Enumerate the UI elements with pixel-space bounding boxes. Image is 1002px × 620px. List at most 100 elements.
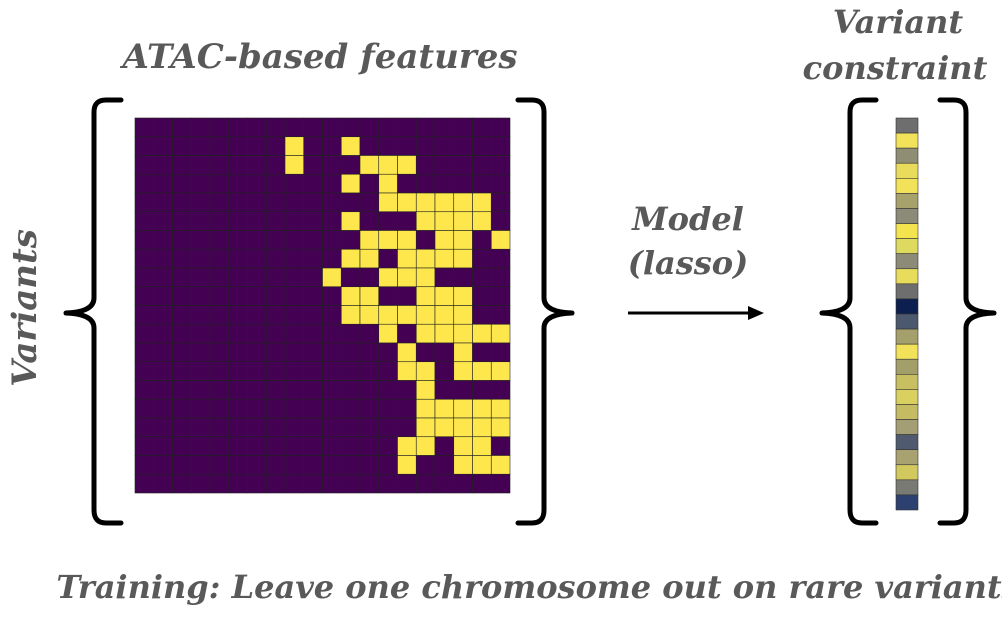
matrix-cell bbox=[153, 155, 173, 175]
matrix-cell bbox=[434, 455, 455, 475]
matrix-cell bbox=[284, 380, 305, 400]
matrix-cell bbox=[190, 417, 211, 438]
matrix-cell bbox=[190, 473, 211, 494]
matrix-cell bbox=[134, 248, 155, 269]
matrix-cell bbox=[472, 323, 492, 344]
matrix-cell bbox=[134, 342, 155, 363]
matrix-cell bbox=[190, 380, 211, 400]
matrix-cell bbox=[340, 473, 361, 494]
matrix-cell bbox=[378, 473, 398, 494]
matrix-cell bbox=[265, 155, 286, 175]
matrix-cell bbox=[378, 230, 398, 250]
matrix-cell bbox=[340, 323, 361, 344]
matrix-cell bbox=[378, 361, 398, 381]
constraint-cell bbox=[895, 449, 919, 466]
matrix-cell bbox=[397, 417, 417, 438]
matrix-cell bbox=[284, 455, 305, 475]
constraint-cell bbox=[895, 208, 919, 224]
matrix-cell bbox=[209, 361, 230, 381]
matrix-cell bbox=[490, 323, 511, 344]
matrix-cell bbox=[247, 436, 267, 456]
matrix-cell bbox=[228, 342, 248, 363]
left-constraint-brace bbox=[819, 97, 879, 526]
matrix-cell bbox=[434, 192, 455, 213]
matrix-cell bbox=[134, 230, 155, 250]
matrix-cell bbox=[265, 455, 286, 475]
matrix-cell bbox=[397, 230, 417, 250]
matrix-cell bbox=[434, 398, 455, 419]
matrix-cell bbox=[340, 192, 361, 213]
matrix-cell bbox=[153, 417, 173, 438]
constraint-cell bbox=[895, 283, 919, 300]
constraint-cell bbox=[895, 374, 919, 390]
matrix-cell bbox=[453, 305, 473, 325]
matrix-cell bbox=[134, 173, 155, 194]
matrix-cell bbox=[415, 173, 436, 194]
matrix-cell bbox=[228, 267, 248, 288]
matrix-cell bbox=[265, 192, 286, 213]
matrix-cell bbox=[209, 380, 230, 400]
matrix-cell bbox=[415, 211, 436, 231]
matrix-cell bbox=[472, 286, 492, 306]
matrix-cell bbox=[284, 136, 305, 156]
matrix-cell bbox=[472, 361, 492, 381]
matrix-cell bbox=[434, 323, 455, 344]
matrix-cell bbox=[209, 455, 230, 475]
matrix-cell bbox=[490, 286, 511, 306]
matrix-cell bbox=[265, 230, 286, 250]
matrix-cell bbox=[172, 230, 192, 250]
matrix-cell bbox=[153, 436, 173, 456]
constraint-cell bbox=[895, 494, 919, 511]
matrix-cell bbox=[172, 323, 192, 344]
feature-matrix bbox=[134, 117, 511, 494]
matrix-cell bbox=[378, 417, 398, 438]
constraint-cell bbox=[895, 268, 919, 285]
matrix-cell bbox=[322, 286, 342, 306]
constraint-label-line2: constraint bbox=[803, 49, 988, 87]
matrix-cell bbox=[453, 473, 473, 494]
matrix-cell bbox=[172, 380, 192, 400]
matrix-cell bbox=[265, 305, 286, 325]
matrix-cell bbox=[190, 117, 211, 138]
matrix-cell bbox=[415, 136, 436, 156]
matrix-cell bbox=[340, 136, 361, 156]
matrix-cell bbox=[209, 305, 230, 325]
matrix-cell bbox=[378, 136, 398, 156]
matrix-cell bbox=[472, 380, 492, 400]
matrix-cell bbox=[340, 305, 361, 325]
matrix-cell bbox=[434, 211, 455, 231]
matrix-cell bbox=[359, 342, 380, 363]
matrix-cell bbox=[453, 192, 473, 213]
matrix-cell bbox=[153, 305, 173, 325]
matrix-cell bbox=[453, 211, 473, 231]
matrix-cell bbox=[153, 248, 173, 269]
matrix-cell bbox=[340, 211, 361, 231]
matrix-cell bbox=[340, 230, 361, 250]
left-matrix-brace bbox=[63, 97, 124, 526]
matrix-cell bbox=[228, 286, 248, 306]
matrix-cell bbox=[415, 455, 436, 475]
matrix-cell bbox=[453, 117, 473, 138]
matrix-cell bbox=[153, 211, 173, 231]
matrix-cell bbox=[490, 455, 511, 475]
matrix-cell bbox=[378, 155, 398, 175]
matrix-cell bbox=[209, 117, 230, 138]
training-caption: Training: Leave one chromosome out on ra… bbox=[56, 568, 1002, 606]
matrix-cell bbox=[378, 192, 398, 213]
matrix-cell bbox=[247, 380, 267, 400]
matrix-cell bbox=[228, 248, 248, 269]
matrix-cell bbox=[134, 155, 155, 175]
matrix-cell bbox=[190, 286, 211, 306]
matrix-cell bbox=[190, 267, 211, 288]
model-arrow-head bbox=[748, 306, 764, 320]
matrix-cell bbox=[209, 230, 230, 250]
matrix-cell bbox=[228, 398, 248, 419]
matrix-cell bbox=[378, 398, 398, 419]
matrix-cell bbox=[415, 267, 436, 288]
matrix-cell bbox=[153, 136, 173, 156]
matrix-cell bbox=[228, 436, 248, 456]
matrix-cell bbox=[415, 436, 436, 456]
matrix-cell bbox=[340, 436, 361, 456]
matrix-cell bbox=[172, 267, 192, 288]
